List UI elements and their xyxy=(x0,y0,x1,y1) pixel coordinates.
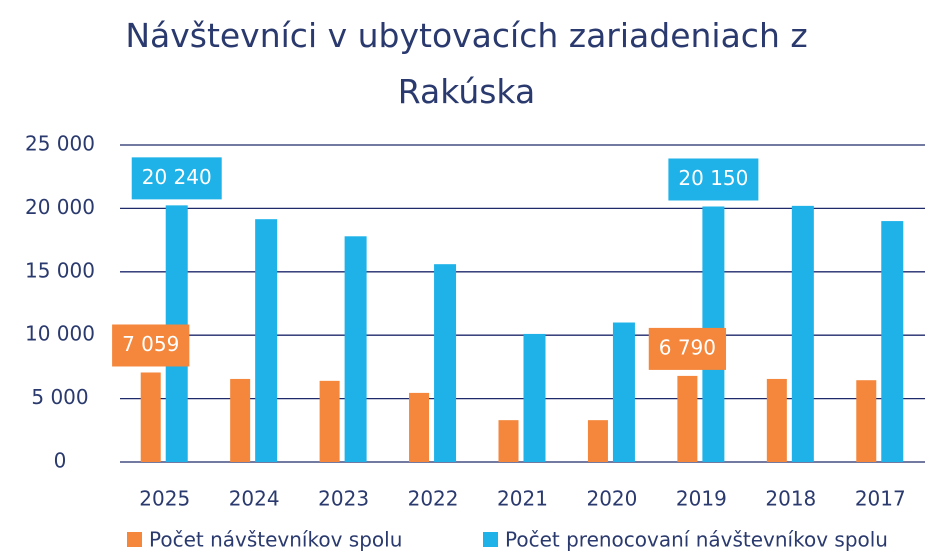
x-tick-label: 2021 xyxy=(497,487,548,511)
x-tick-label: 2022 xyxy=(408,487,459,511)
bar xyxy=(587,420,608,462)
bar xyxy=(766,378,787,462)
bar xyxy=(677,375,698,462)
bar xyxy=(319,380,340,462)
x-tick-label: 2017 xyxy=(855,487,906,511)
x-tick-label: 2020 xyxy=(586,487,637,511)
bar xyxy=(498,420,519,462)
legend-label: Počet prenocovaní návštevníkov spolu xyxy=(505,528,888,552)
y-tick-label: 0 xyxy=(54,449,67,473)
data-label-box xyxy=(668,158,759,201)
bar xyxy=(434,264,457,462)
legend-label: Počet návštevníkov spolu xyxy=(149,528,402,552)
data-label: 20 150 xyxy=(678,166,748,190)
data-label-box xyxy=(131,157,222,200)
bar xyxy=(856,380,877,462)
x-tick-label: 2025 xyxy=(139,487,190,511)
bar xyxy=(523,333,546,462)
y-tick-label: 25 000 xyxy=(25,132,95,156)
bar xyxy=(612,322,635,462)
bar xyxy=(344,236,367,462)
data-label-box xyxy=(112,324,190,367)
x-tick-label: 2018 xyxy=(765,487,816,511)
data-label: 6 790 xyxy=(659,335,716,359)
y-tick-label: 10 000 xyxy=(25,322,95,346)
x-tick-label: 2024 xyxy=(229,487,280,511)
bar xyxy=(881,221,904,462)
bar xyxy=(791,205,814,462)
legend-swatch xyxy=(127,532,142,547)
data-label-box xyxy=(648,327,727,370)
data-label: 20 240 xyxy=(142,165,212,189)
x-tick-label: 2019 xyxy=(676,487,727,511)
bar xyxy=(255,219,278,462)
bar xyxy=(409,392,430,462)
x-tick-label: 2023 xyxy=(318,487,369,511)
y-tick-label: 5 000 xyxy=(31,385,88,409)
y-tick-label: 15 000 xyxy=(25,258,95,282)
bar xyxy=(140,372,161,462)
legend-swatch xyxy=(483,532,498,547)
y-tick-label: 20 000 xyxy=(25,195,95,219)
bar xyxy=(230,378,251,462)
data-label: 7 059 xyxy=(122,332,179,356)
chart-title: Návštevníci v ubytovacích zariadeniach z… xyxy=(125,16,808,111)
